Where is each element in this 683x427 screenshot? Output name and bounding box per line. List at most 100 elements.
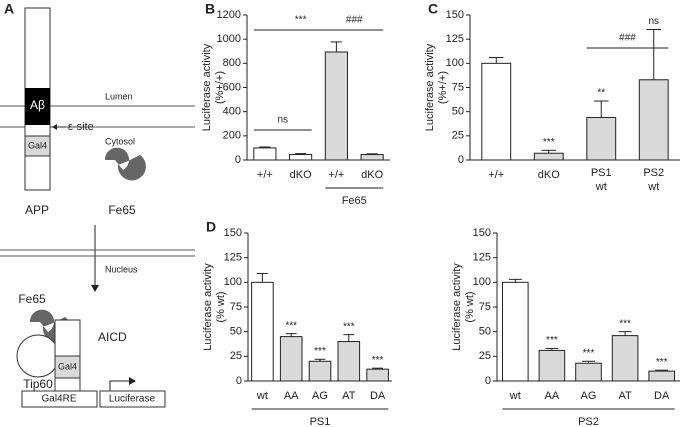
bar [337,341,361,382]
luciferase-label: Luciferase [109,394,156,405]
bar [289,154,313,161]
x-tick-label: +/+ [488,169,504,181]
lumen-label: Lumen [105,91,133,101]
annotation: *** [372,355,384,366]
annotation: ** [597,88,605,99]
y-axis-label: (% wt) [464,291,476,322]
x-tick-label: DA [370,390,386,402]
panel-label: A [4,1,14,17]
annotation: ### [619,33,636,44]
gal4re-box [21,390,98,408]
fe65-label: Fe65 [108,203,136,217]
bar [575,362,602,382]
y-tick-label: 125 [446,33,464,45]
group-label: PS1 [310,416,331,427]
tip60-label: Tip60 [23,377,53,391]
y-tick-label: 400 [223,106,241,118]
y-tick-label: 25 [452,130,464,142]
group-label: Fe65 [342,195,367,207]
y-axis-label: Luciferase activity [451,263,463,351]
abeta-box [25,88,50,125]
bar [279,336,303,382]
abeta-label: Aβ [30,98,45,112]
y-tick-label: 50 [479,326,491,338]
x-tick-label: AG [312,390,328,402]
annotation: *** [619,318,631,329]
annotation: *** [343,321,355,332]
annotation: *** [546,335,558,346]
y-tick-label: 75 [452,81,464,93]
panel-label: D [206,219,216,235]
bar [324,51,348,161]
y-tick-label: 150 [224,227,242,239]
luciferase-box [99,390,166,408]
x-tick-label: AA [545,390,560,402]
y-axis-label: Luciferase activity [202,263,214,351]
x-tick-label: AT [342,390,356,402]
bar [501,281,529,382]
y-axis-label: (%+/+) [437,71,449,104]
y-tick-label: 50 [230,326,242,338]
bar [586,116,617,161]
y-axis-label: (% wt) [215,291,227,322]
x-tick-label: wt [256,390,268,402]
y-tick-label: 200 [223,130,241,142]
bar [366,368,389,382]
y-tick-label: 1000 [217,33,241,45]
y-tick-label: 25 [230,350,242,362]
annotation: *** [295,15,307,26]
y-axis-label: (%+/+) [214,71,226,104]
y-tick-label: 0 [485,375,491,387]
y-tick-label: 1200 [217,9,241,21]
annotation: *** [543,137,555,148]
x-tick-label: DA [654,390,670,402]
tip60-shape [16,334,60,378]
y-tick-label: 600 [223,81,241,93]
bar [481,62,512,161]
gal4-box [54,355,81,379]
arrow-head [91,285,99,292]
diagram: A Aβ Gal4 Lumen Cytosol ε-site APP Fe65 … [0,1,195,408]
bar [611,335,639,382]
nucleus-label: Nucleus [105,264,138,274]
x-tick-label: AT [618,390,632,402]
y-tick-label: 125 [224,252,242,264]
arrow [109,380,132,391]
x-tick-label: wt [595,181,607,193]
y-tick-label: 100 [446,57,464,69]
annotation: *** [314,346,326,357]
gal4re-label: Gal4RE [41,394,76,405]
bar [253,147,277,161]
cytosol-label: Cytosol [105,136,135,146]
annotation: *** [583,348,595,359]
y-tick-label: 50 [452,106,464,118]
group-label: PS2 [578,416,599,427]
x-tick-label: AA [284,390,299,402]
x-tick-label: dKO [290,169,312,181]
bar [648,370,676,382]
gal4-box [24,135,51,157]
x-tick-label: +/+ [328,169,344,181]
x-tick-label: wt [647,181,659,193]
x-tick-label: AG [581,390,597,402]
x-tick-label: dKO [361,169,383,181]
bar [360,154,384,161]
y-tick-label: 800 [223,57,241,69]
gal4-label: Gal4 [28,140,47,150]
x-tick-label: PS1 [591,167,612,179]
y-tick-label: 100 [224,276,242,288]
y-tick-label: 0 [236,375,242,387]
annotation: ### [346,15,363,26]
gal4-label: Gal4 [58,361,77,371]
x-tick-label: dKO [538,169,560,181]
y-tick-label: 0 [235,154,241,166]
fe65-label: Fe65 [18,292,46,306]
panel-label: B [205,1,215,17]
y-tick-label: 150 [473,227,491,239]
y-tick-label: 75 [230,301,242,313]
annotation: ns [277,115,288,126]
bar [538,349,566,382]
y-tick-label: 75 [479,301,491,313]
y-tick-label: 0 [458,154,464,166]
